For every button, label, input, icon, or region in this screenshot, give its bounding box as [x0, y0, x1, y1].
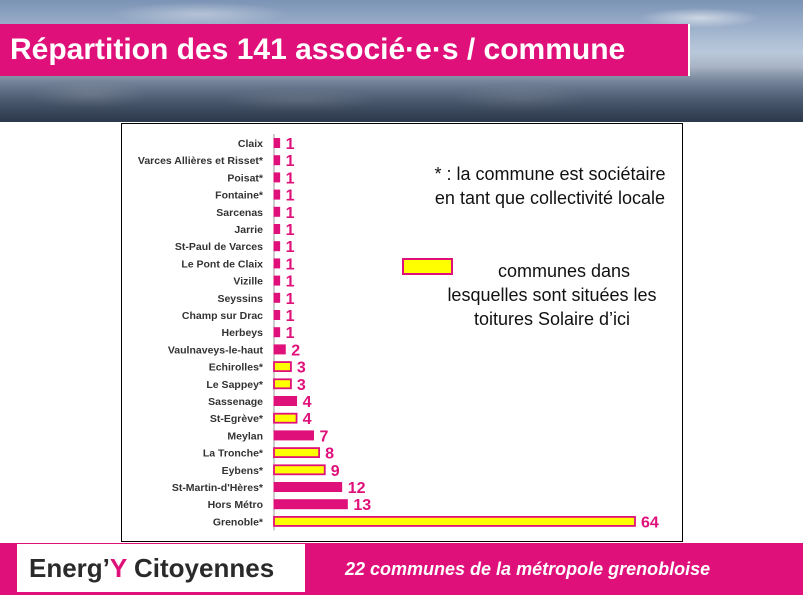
bar [273, 138, 281, 148]
legend-text: communes dans lesquelles sont situées le… [432, 259, 672, 331]
category-label: St-Paul de Varces [175, 241, 263, 253]
bar-chart: Claix 1 Varces Allières et Risset* 1 Poisat*… [138, 134, 659, 531]
value-label: 1 [286, 170, 295, 187]
category-label: St-Egrève* [210, 413, 264, 425]
page-title: Répartition des 141 associé·e·s / commun… [10, 33, 626, 66]
bar [273, 361, 292, 373]
bar [273, 258, 281, 269]
value-label: 3 [297, 360, 306, 377]
category-label: Vaulnaveys-le-haut [168, 344, 264, 356]
value-label: 1 [286, 308, 295, 325]
value-label: 13 [353, 497, 371, 514]
category-label: Le Sappey* [206, 379, 264, 391]
value-label: 3 [297, 377, 306, 394]
chart-frame [121, 123, 683, 542]
category-label: Poisat* [227, 172, 264, 184]
bar [273, 155, 281, 166]
bar [273, 412, 298, 424]
logo-y: Y [109, 552, 127, 583]
category-label: Le Pont de Claix [181, 258, 263, 270]
title-box: Répartition des 141 associé·e·s / commun… [0, 24, 690, 76]
bar [273, 275, 281, 286]
value-label: 1 [286, 205, 295, 222]
value-label: 64 [641, 514, 659, 531]
value-label: 1 [286, 325, 295, 342]
energy-citoyennes-logo: Energ’Y Citoyennes [17, 553, 274, 584]
value-label: 2 [291, 342, 300, 359]
category-label: Varces Allières et Risset* [138, 155, 264, 167]
value-label: 4 [303, 411, 312, 428]
bar [273, 310, 281, 320]
category-label: Grenoble* [213, 516, 264, 528]
bar [273, 327, 281, 338]
value-label: 1 [286, 256, 295, 273]
category-label: Champ sur Drac [182, 310, 263, 322]
bar [273, 224, 281, 234]
value-label: 4 [303, 394, 312, 411]
bar [273, 241, 281, 252]
category-label: Sarcenas [216, 207, 263, 219]
note-sociétaire: * : la commune est sociétaire en tant qu… [434, 164, 666, 208]
category-label: Herbeys [222, 327, 264, 339]
bar [273, 189, 281, 200]
category-label: Sassenage [208, 396, 263, 408]
category-label: Vizille [233, 276, 263, 288]
footer-logo-box: Energ’Y Citoyennes [17, 544, 305, 592]
legend-label: communes dans lesquelles sont situées le… [447, 261, 657, 329]
value-label: 1 [286, 153, 295, 170]
footer-caption: 22 communes de la métropole grenobloise [345, 559, 711, 579]
category-label: La Tronche* [203, 448, 264, 460]
logo-pre: Energ’ [29, 552, 110, 583]
category-label: Claix [238, 138, 263, 150]
value-label: 12 [348, 480, 366, 497]
bar [273, 447, 321, 459]
category-label: Meylan [227, 430, 263, 442]
category-label: Echirolles* [209, 362, 264, 374]
value-label: 1 [286, 188, 295, 205]
bar [273, 344, 286, 355]
value-label: 9 [331, 463, 340, 480]
bar [273, 396, 298, 406]
logo-post: Citoyennes [126, 552, 275, 583]
category-label: Hors Métro [208, 499, 263, 511]
legend-swatch [402, 258, 453, 275]
category-label: Jarrie [234, 224, 263, 236]
bar [273, 206, 281, 217]
value-label: 1 [286, 274, 295, 291]
bar [273, 499, 348, 510]
bar [273, 515, 636, 527]
category-label: Fontaine* [215, 190, 264, 202]
bar [273, 292, 281, 303]
bar [273, 430, 314, 441]
value-label: 1 [286, 222, 295, 239]
bar [273, 482, 343, 492]
value-label: 1 [286, 239, 295, 256]
value-label: 1 [286, 291, 295, 308]
value-label: 7 [319, 428, 328, 445]
value-label: 1 [286, 136, 295, 153]
bar [273, 378, 292, 390]
category-label: Seyssins [217, 293, 263, 305]
value-label: 8 [325, 446, 334, 463]
category-label: Eybens* [222, 465, 264, 477]
category-label: St-Martin-d'Hères* [172, 482, 264, 494]
bar [273, 464, 326, 476]
bar [273, 172, 281, 183]
